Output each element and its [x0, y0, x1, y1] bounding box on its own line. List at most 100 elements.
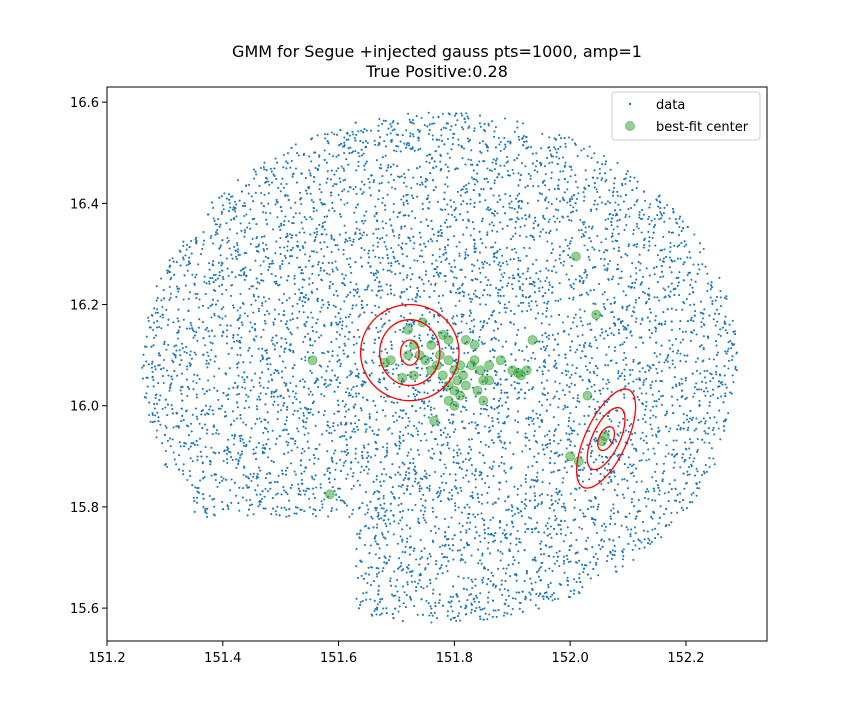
- data-point: [479, 592, 482, 595]
- data-point: [603, 403, 606, 407]
- data-point: [340, 423, 343, 426]
- data-point: [698, 268, 701, 271]
- data-point: [590, 357, 593, 360]
- data-point: [537, 594, 540, 597]
- data-point: [679, 360, 682, 363]
- data-point: [569, 240, 572, 243]
- data-point: [412, 468, 415, 471]
- data-point: [201, 247, 204, 251]
- data-point: [654, 379, 657, 382]
- data-point: [444, 208, 447, 211]
- data-point: [410, 227, 413, 230]
- data-point: [413, 242, 416, 245]
- data-point: [277, 403, 280, 407]
- data-point: [356, 479, 359, 482]
- data-point: [499, 198, 502, 201]
- data-point: [667, 430, 671, 433]
- data-point: [620, 270, 623, 273]
- data-point: [486, 501, 489, 504]
- data-point: [454, 504, 457, 508]
- data-point: [625, 173, 628, 176]
- data-point: [695, 417, 698, 420]
- data-point: [378, 166, 381, 169]
- data-point: [631, 471, 634, 474]
- data-point: [402, 434, 405, 437]
- data-point: [254, 422, 257, 425]
- data-point: [508, 300, 511, 304]
- data-point: [163, 343, 166, 346]
- data-point: [650, 219, 653, 222]
- data-point: [362, 191, 365, 194]
- data-point: [405, 129, 408, 132]
- data-point: [172, 321, 175, 324]
- data-point: [321, 233, 324, 236]
- data-point: [506, 140, 509, 143]
- data-point: [253, 327, 257, 331]
- data-point: [311, 137, 314, 140]
- data-point: [460, 553, 463, 556]
- data-point: [191, 273, 194, 276]
- data-point: [303, 231, 306, 234]
- data-point: [528, 304, 531, 308]
- data-point: [257, 466, 261, 469]
- data-point: [581, 447, 584, 451]
- data-point: [329, 178, 332, 181]
- data-point: [500, 583, 503, 586]
- data-point: [375, 475, 378, 478]
- data-point: [358, 238, 361, 241]
- data-point: [652, 226, 656, 229]
- data-point: [556, 187, 559, 190]
- data-point: [660, 370, 663, 373]
- data-point: [267, 380, 270, 383]
- data-point: [541, 370, 544, 373]
- data-point: [366, 504, 369, 507]
- data-point: [264, 477, 267, 480]
- data-point: [512, 172, 515, 175]
- data-point: [349, 239, 352, 242]
- data-point: [234, 210, 237, 213]
- data-point: [398, 496, 401, 499]
- data-point: [657, 398, 660, 401]
- data-point: [579, 356, 582, 359]
- data-point: [313, 456, 316, 460]
- data-point: [236, 386, 239, 389]
- data-point: [420, 344, 424, 347]
- data-point: [170, 382, 173, 385]
- data-point: [252, 293, 255, 296]
- data-point: [612, 469, 615, 473]
- data-point: [350, 372, 353, 376]
- data-point: [255, 173, 258, 176]
- data-point: [536, 479, 539, 482]
- data-point: [436, 490, 439, 493]
- data-point: [653, 527, 657, 530]
- data-point: [395, 367, 398, 370]
- data-point: [683, 487, 686, 490]
- data-point: [516, 397, 519, 400]
- data-point: [381, 531, 384, 535]
- data-point: [457, 575, 460, 578]
- data-point: [480, 187, 483, 191]
- data-point: [343, 335, 347, 338]
- data-point: [262, 431, 265, 434]
- data-point: [643, 538, 646, 541]
- data-point: [700, 473, 704, 477]
- data-point: [204, 509, 207, 512]
- data-point: [221, 275, 224, 278]
- data-point: [639, 262, 642, 265]
- data-point: [284, 215, 287, 218]
- data-point: [446, 614, 449, 617]
- data-point: [374, 607, 377, 611]
- data-point: [206, 351, 209, 354]
- data-point: [651, 528, 654, 531]
- data-point: [670, 488, 673, 491]
- data-point: [554, 380, 557, 383]
- data-point: [310, 311, 313, 314]
- data-point: [350, 487, 353, 491]
- data-point: [614, 438, 617, 441]
- data-point: [507, 414, 510, 417]
- data-point: [727, 347, 730, 350]
- data-point: [451, 494, 454, 497]
- data-point: [452, 315, 455, 318]
- data-point: [544, 444, 547, 447]
- data-point: [633, 281, 637, 284]
